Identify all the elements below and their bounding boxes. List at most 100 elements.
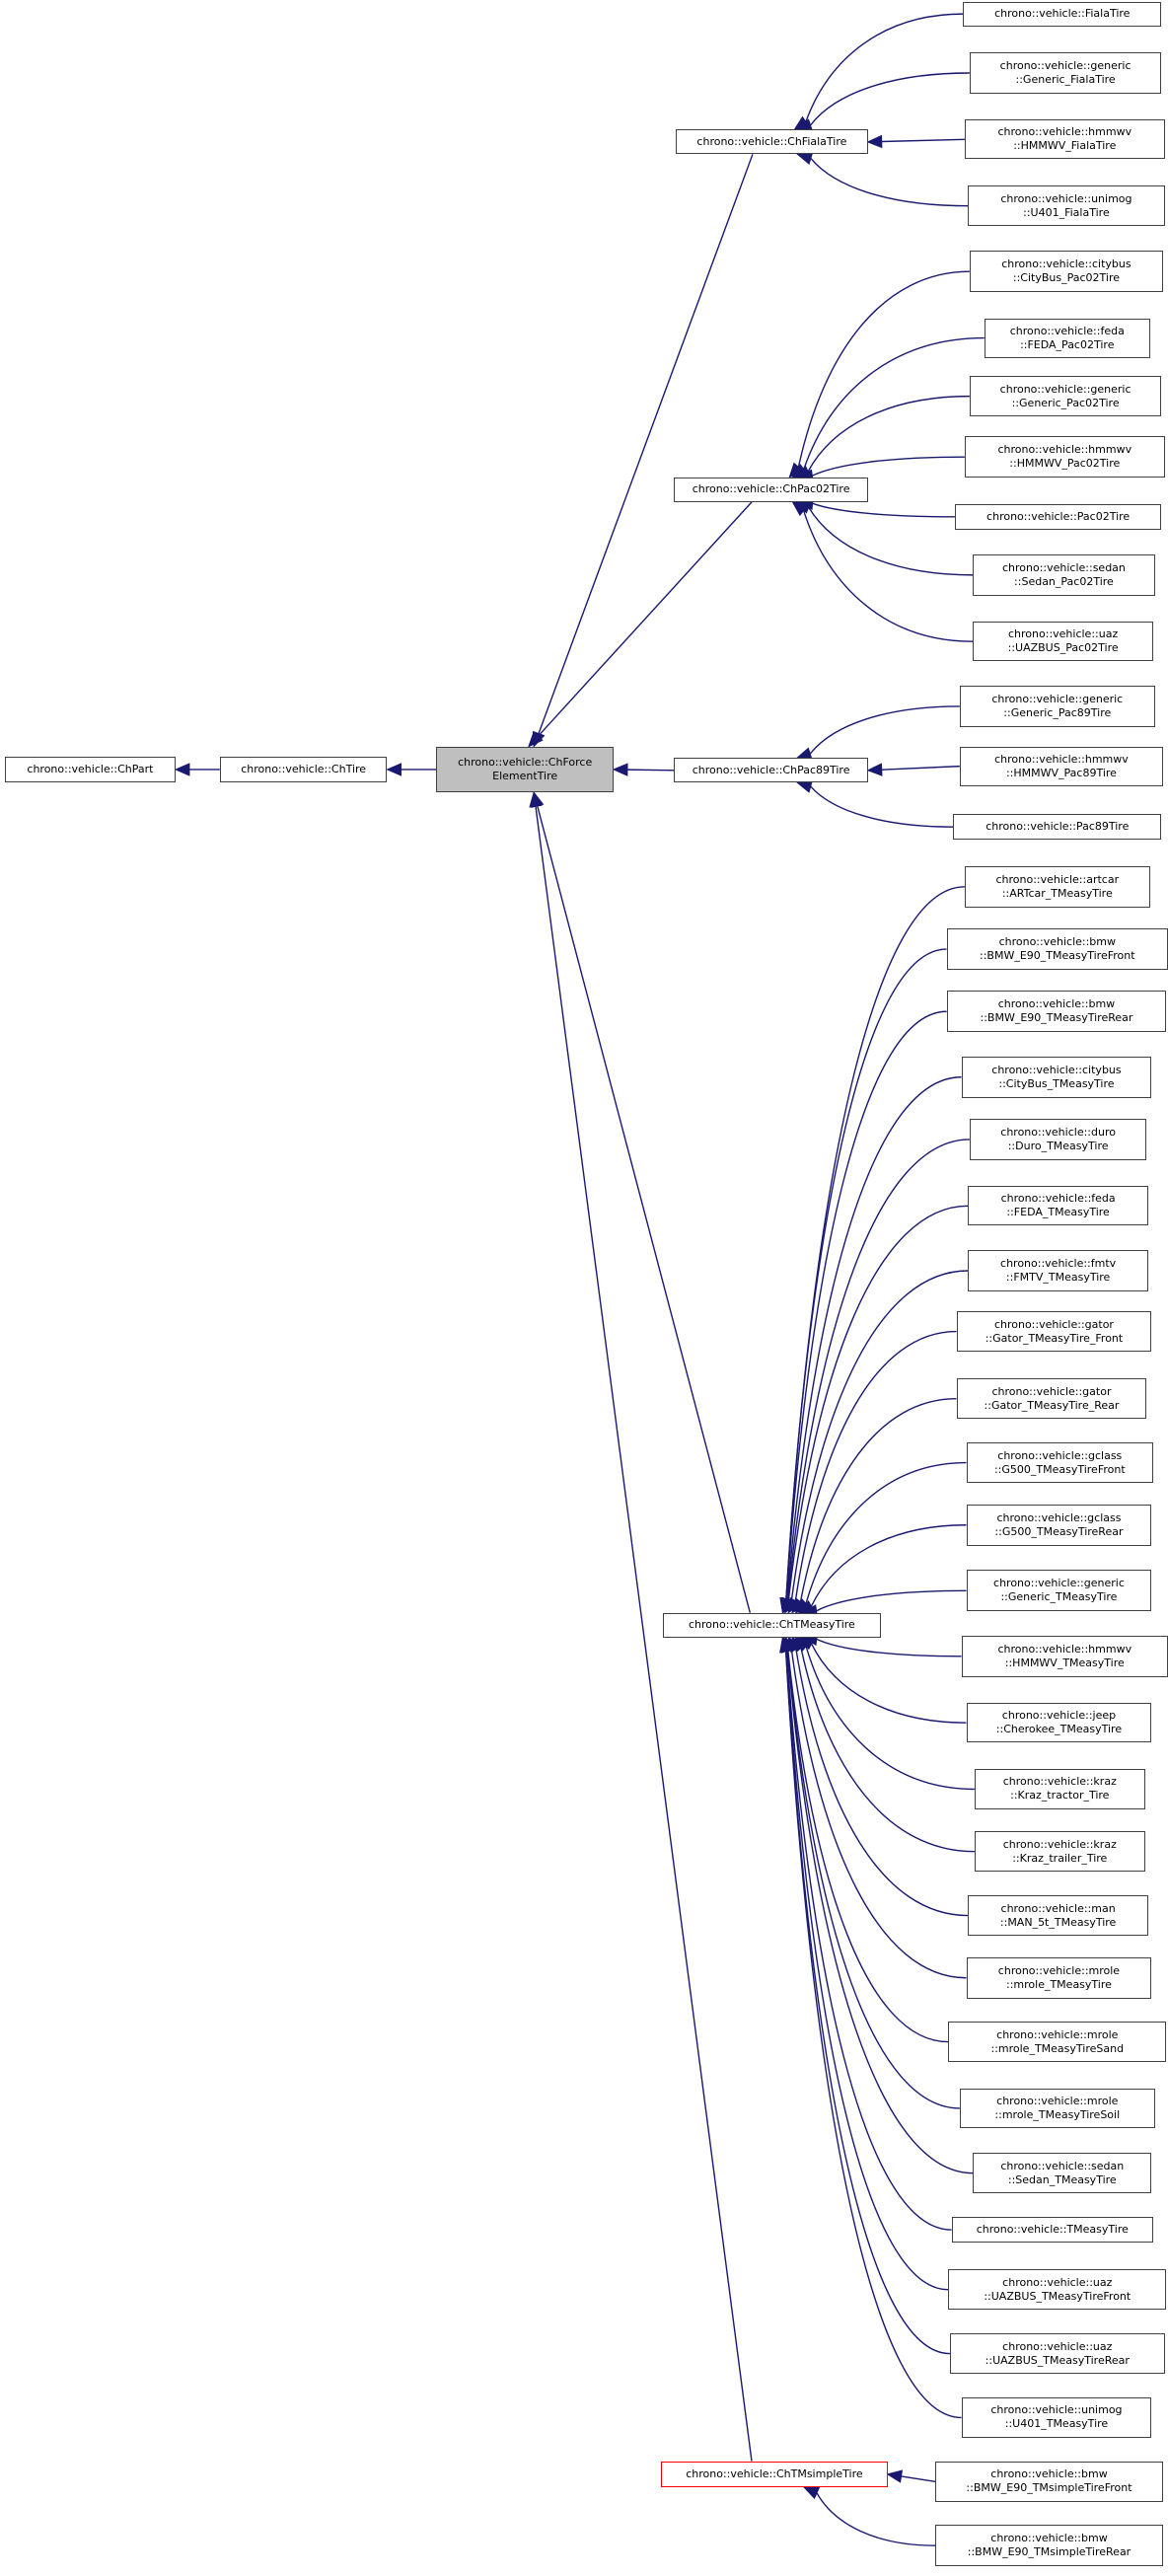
class-node[interactable]: chrono::vehicle::gclass::G500_TMeasyTire… bbox=[966, 1441, 1154, 1484]
class-name-line: ::U401_TMeasyTire bbox=[1004, 2417, 1109, 2431]
inheritance-edge bbox=[901, 2475, 936, 2482]
inheritance-edge bbox=[807, 395, 970, 473]
inheritance-edge bbox=[797, 270, 970, 468]
class-name-line: ::BMW_E90_TMsimpleTireFront bbox=[966, 2481, 1132, 2495]
class-node[interactable]: chrono::vehicle::Pac02Tire bbox=[954, 503, 1162, 531]
class-node[interactable]: chrono::vehicle::feda::FEDA_TMeasyTire bbox=[968, 1186, 1149, 1226]
class-node[interactable]: chrono::vehicle::unimog::U401_TMeasyTire bbox=[961, 2396, 1152, 2439]
class-node[interactable]: chrono::vehicle::mrole::mrole_TMeasyTire bbox=[966, 1956, 1152, 1999]
class-node[interactable]: chrono::vehicle::duro::Duro_TMeasyTire bbox=[969, 1119, 1147, 1160]
class-node[interactable]: chrono::vehicle::gator::Gator_TMeasyTire… bbox=[956, 1310, 1152, 1353]
class-node[interactable]: chrono::vehicle::ChTMsimpleTire bbox=[661, 2461, 888, 2488]
class-name-line: ::UAZBUS_Pac02Tire bbox=[1007, 641, 1119, 655]
class-node[interactable]: chrono::vehicle::ChTMeasyTire bbox=[662, 1612, 882, 1638]
inheritance-edge bbox=[538, 154, 754, 734]
class-name-line: chrono::vehicle::uaz bbox=[1002, 2339, 1113, 2353]
inheritance-edge bbox=[786, 1650, 974, 2174]
class-name-line: chrono::vehicle::Pac02Tire bbox=[986, 509, 1131, 523]
arrowhead-icon bbox=[803, 2486, 821, 2500]
class-node[interactable]: chrono::vehicle::generic::Generic_TMeasy… bbox=[966, 1570, 1152, 1612]
class-node[interactable]: chrono::vehicle::ChFialaTire bbox=[676, 129, 868, 155]
class-name-line: chrono::vehicle::jeep bbox=[1001, 1709, 1117, 1723]
class-node[interactable]: chrono::vehicle::hmmwv::HMMWV_TMeasyTire bbox=[961, 1636, 1168, 1677]
class-node[interactable]: chrono::vehicle::gclass::G500_TMeasyTire… bbox=[966, 1504, 1152, 1546]
class-node[interactable]: chrono::vehicle::gator::Gator_TMeasyTire… bbox=[956, 1377, 1147, 1420]
class-node[interactable]: chrono::vehicle::generic::Generic_Pac89T… bbox=[959, 686, 1155, 727]
class-name-line: ElementTire bbox=[492, 769, 558, 782]
class-name-line: chrono::vehicle::ChTMsimpleTire bbox=[686, 2466, 863, 2480]
class-node[interactable]: chrono::vehicle::ChPac02Tire bbox=[674, 477, 868, 502]
inheritance-edge bbox=[537, 805, 752, 1613]
class-name-line: ::G500_TMeasyTireRear bbox=[994, 1524, 1124, 1538]
class-name-line: ::mrole_TMeasyTire bbox=[1006, 1977, 1112, 1991]
inheritance-edge bbox=[805, 13, 964, 122]
class-name-line: ::FEDA_Pac02Tire bbox=[1020, 337, 1115, 351]
class-name-line: chrono::vehicle::ChPac89Tire bbox=[692, 763, 850, 776]
class-node[interactable]: chrono::vehicle::generic::Generic_FialaT… bbox=[969, 52, 1162, 94]
class-node[interactable]: chrono::vehicle::hmmwv::HMMWV_Pac02Tire bbox=[964, 436, 1165, 478]
class-node[interactable]: chrono::vehicle::unimog::U401_FialaTire bbox=[968, 184, 1165, 227]
class-name-line: chrono::vehicle::ChTire bbox=[241, 762, 367, 775]
class-node[interactable]: chrono::vehicle::FialaTire bbox=[963, 1, 1162, 27]
class-node[interactable]: chrono::vehicle::kraz::Kraz_trailer_Tire bbox=[974, 1830, 1145, 1873]
class-node[interactable]: chrono::vehicle::TMeasyTire bbox=[951, 2216, 1154, 2244]
class-node[interactable]: chrono::vehicle::generic::Generic_Pac02T… bbox=[969, 375, 1162, 417]
class-name-line: ::G500_TMeasyTireFront bbox=[993, 1462, 1126, 1476]
class-node[interactable]: chrono::vehicle::citybus::CityBus_Pac02T… bbox=[969, 251, 1164, 292]
class-name-line: ::CityBus_TMeasyTire bbox=[998, 1076, 1115, 1090]
class-node[interactable]: chrono::vehicle::kraz::Kraz_tractor_Tire bbox=[974, 1768, 1145, 1810]
class-name-line: chrono::vehicle::bmw bbox=[990, 2467, 1108, 2481]
class-node[interactable]: chrono::vehicle::sedan::Sedan_TMeasyTire bbox=[973, 2152, 1152, 2194]
inheritance-edge bbox=[810, 1643, 967, 1724]
class-node[interactable]: chrono::vehicle::bmw::BMW_E90_TMeasyTire… bbox=[946, 991, 1167, 1032]
class-node[interactable]: chrono::vehicle::ChPart bbox=[4, 756, 176, 783]
class-node[interactable]: chrono::vehicle::bmw::BMW_E90_TMeasyTire… bbox=[946, 928, 1168, 970]
class-node[interactable]: chrono::vehicle::hmmwv::HMMWV_Pac89Tire bbox=[959, 746, 1164, 786]
class-node[interactable]: chrono::vehicle::mrole::mrole_TMeasyTire… bbox=[948, 2021, 1167, 2063]
class-name-line: chrono::vehicle::citybus bbox=[1001, 258, 1132, 271]
class-node[interactable]: chrono::vehicle::citybus::CityBus_TMeasy… bbox=[961, 1056, 1152, 1098]
class-name-line: chrono::vehicle::ChPac02Tire bbox=[692, 482, 850, 496]
class-name-line: chrono::vehicle::bmw bbox=[990, 2532, 1108, 2545]
class-node[interactable]: chrono::vehicle::uaz::UAZBUS_Pac02Tire bbox=[973, 622, 1154, 662]
class-node[interactable]: chrono::vehicle::sedan::Sedan_Pac02Tire bbox=[973, 554, 1155, 596]
class-name-line: ::Gator_TMeasyTire_Front bbox=[985, 1331, 1124, 1345]
inheritance-edge bbox=[786, 1139, 970, 1600]
current-class-node[interactable]: chrono::vehicle::ChForce ElementTire bbox=[436, 746, 614, 793]
class-name-line: chrono::vehicle::hmmwv bbox=[994, 752, 1129, 766]
class-name-line: chrono::vehicle::sedan bbox=[1001, 560, 1126, 574]
class-name-line: chrono::vehicle::sedan bbox=[1000, 2159, 1125, 2172]
class-node[interactable]: chrono::vehicle::ChPac89Tire bbox=[674, 758, 868, 783]
class-node[interactable]: chrono::vehicle::mrole::mrole_TMeasyTire… bbox=[959, 2088, 1155, 2128]
class-name-line: ::MAN_5t_TMeasyTire bbox=[999, 1915, 1117, 1929]
inheritance-edge bbox=[810, 785, 954, 828]
class-node[interactable]: chrono::vehicle::bmw::BMW_E90_TMsimpleTi… bbox=[934, 2525, 1164, 2566]
class-node[interactable]: chrono::vehicle::Pac89Tire bbox=[953, 813, 1162, 841]
inheritance-edge bbox=[808, 506, 974, 576]
class-node[interactable]: chrono::vehicle::fmtv::FMTV_TMeasyTire bbox=[968, 1250, 1149, 1291]
class-node[interactable]: chrono::vehicle::bmw::BMW_E90_TMsimpleTi… bbox=[934, 2461, 1164, 2503]
arrowhead-icon bbox=[886, 2469, 904, 2483]
class-name-line: chrono::vehicle::unimog bbox=[990, 2403, 1123, 2417]
class-name-line: ::Generic_Pac02Tire bbox=[1011, 396, 1120, 409]
class-name-line: ::Kraz_tractor_Tire bbox=[1010, 1789, 1110, 1803]
class-node[interactable]: chrono::vehicle::artcar::ARTcar_TMeasyTi… bbox=[964, 866, 1150, 908]
arrowhead-icon bbox=[796, 152, 814, 165]
class-name-line: chrono::vehicle::ChPart bbox=[27, 762, 154, 775]
class-node[interactable]: chrono::vehicle::uaz::UAZBUS_TMeasyTireF… bbox=[948, 2268, 1167, 2311]
inheritance-edge bbox=[809, 72, 970, 126]
class-node[interactable]: chrono::vehicle::ChTire bbox=[219, 756, 388, 783]
class-name-line: chrono::vehicle::mrole bbox=[996, 2027, 1119, 2041]
class-node[interactable]: chrono::vehicle::uaz::UAZBUS_TMeasyTireR… bbox=[949, 2332, 1165, 2375]
class-name-line: chrono::vehicle::feda bbox=[1009, 324, 1125, 337]
class-name-line: ::CityBus_Pac02Tire bbox=[1012, 271, 1120, 285]
class-node[interactable]: chrono::vehicle::jeep::Cherokee_TMeasyTi… bbox=[966, 1703, 1152, 1743]
class-name-line: chrono::vehicle::hmmwv bbox=[997, 125, 1132, 139]
class-name-line: chrono::vehicle::mrole bbox=[997, 1963, 1121, 1977]
arrowhead-icon bbox=[612, 763, 628, 776]
class-node[interactable]: chrono::vehicle::feda::FEDA_Pac02Tire bbox=[984, 318, 1150, 358]
inheritance-edge bbox=[810, 157, 969, 207]
class-node[interactable]: chrono::vehicle::hmmwv::HMMWV_FialaTire bbox=[964, 119, 1165, 160]
inheritance-edge bbox=[805, 1646, 975, 1791]
class-node[interactable]: chrono::vehicle::man::MAN_5t_TMeasyTire bbox=[968, 1894, 1149, 1937]
